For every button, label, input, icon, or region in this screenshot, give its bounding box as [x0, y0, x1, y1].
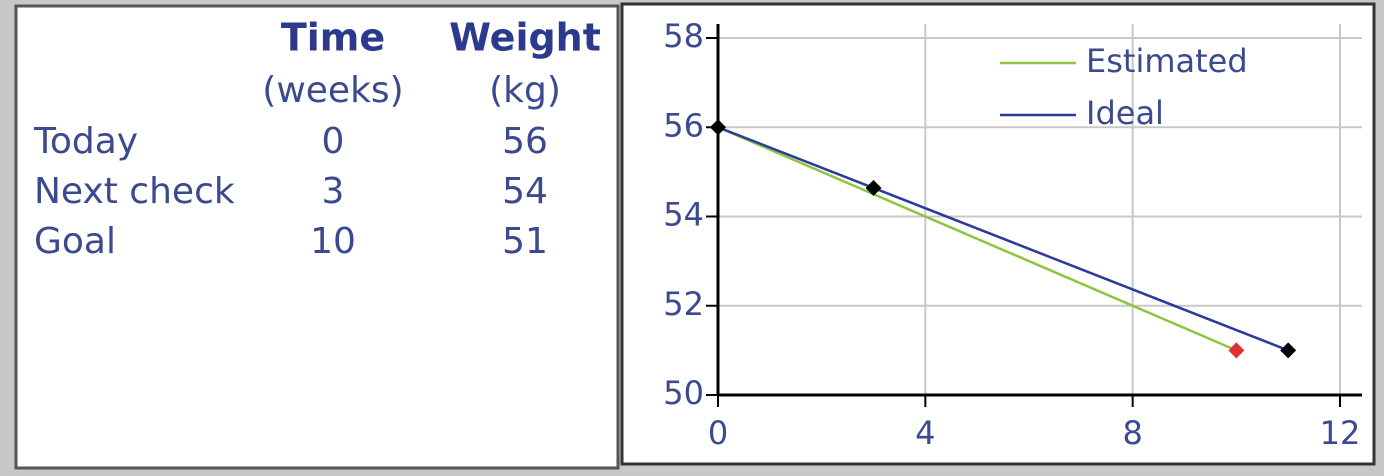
table-panel: [14, 4, 620, 470]
y-tick-label: 52: [663, 285, 704, 323]
x-tick-label: 8: [1122, 414, 1142, 452]
point-marker: [1280, 342, 1297, 359]
row-label: Today: [33, 121, 138, 162]
cell: 3: [322, 171, 345, 212]
y-tick-label: 54: [663, 196, 704, 234]
x-tick-label: 4: [915, 414, 935, 452]
row-label: Next check: [34, 171, 235, 212]
column-header: Time: [281, 16, 385, 60]
point-marker: [1228, 342, 1245, 359]
point-marker: [710, 119, 726, 136]
point-marker: [865, 179, 882, 196]
y-tick-label: 50: [663, 374, 704, 412]
row-label: Goal: [34, 221, 116, 262]
y-tick-label: 58: [663, 17, 704, 55]
series-line: [717, 126, 1237, 352]
legend-label: Ideal: [1086, 94, 1164, 132]
x-tick-label: 12: [1320, 414, 1361, 452]
chart: 50 52 54 56 58 0 4 8 12 Estimated Ideal: [663, 17, 1362, 452]
x-tick-label: 0: [708, 414, 728, 452]
legend-label: Estimated: [1086, 42, 1248, 80]
table: Time Weight (weeks) (kg) Today 0 56 Next check 3…: [33, 16, 601, 263]
cell: 10: [310, 221, 356, 262]
column-unit: (kg): [489, 70, 561, 111]
cell: 51: [502, 221, 548, 262]
column-header: Weight: [449, 16, 601, 60]
column-unit: (weeks): [262, 70, 403, 111]
cell: 56: [502, 121, 548, 162]
y-tick-label: 56: [663, 106, 704, 144]
chart-panel: [620, 2, 1376, 466]
cell: 54: [502, 171, 548, 212]
cell: 0: [322, 121, 345, 162]
